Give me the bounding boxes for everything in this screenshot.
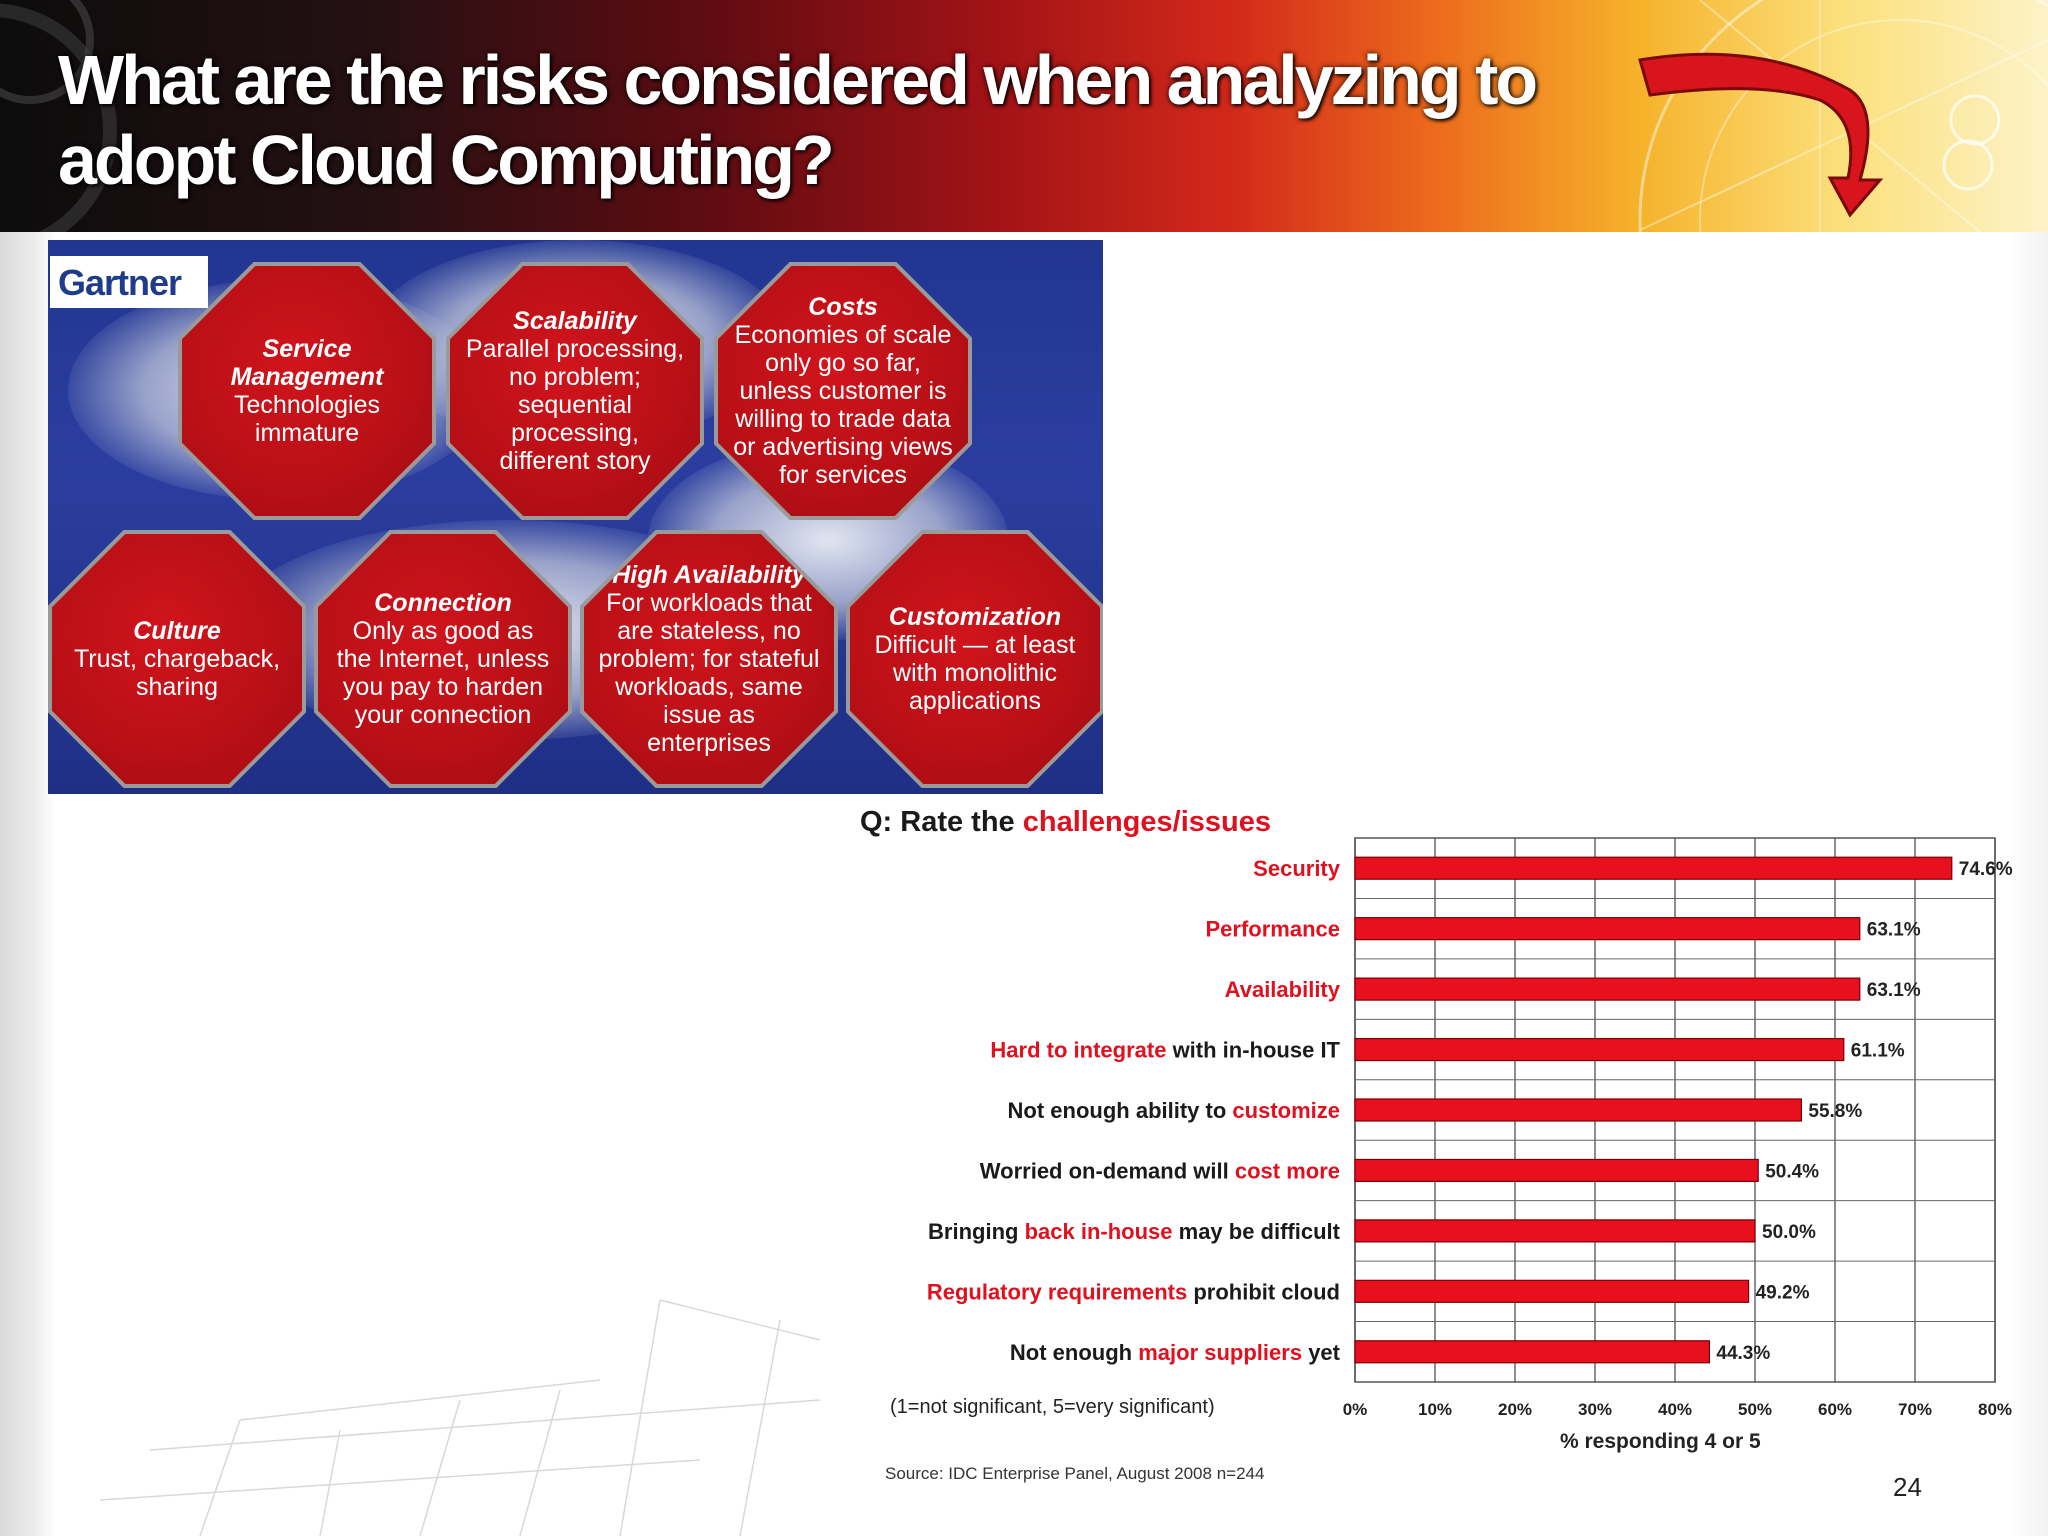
title-banner: What are the risks considered when analy… xyxy=(0,0,2048,232)
chart-x-tick-label: 0% xyxy=(1343,1400,1368,1419)
risk-octagon-culture: Culture Trust, chargeback, sharing xyxy=(48,530,306,788)
risk-heading: Connection xyxy=(374,589,512,617)
chart-bar xyxy=(1354,1158,1759,1183)
chart-bar xyxy=(1354,1340,1710,1364)
chart-value-label: 44.3% xyxy=(1716,1343,1770,1364)
chart-x-axis-label: % responding 4 or 5 xyxy=(1560,1430,1761,1453)
risk-octagon-connection: Connection Only as good as the Internet,… xyxy=(314,530,572,788)
chart-x-tick-label: 30% xyxy=(1578,1400,1612,1419)
chart-question: Q: Rate the challenges/issues xyxy=(860,806,1271,839)
risk-description: Only as good as the Internet, unless you… xyxy=(336,617,550,729)
chart-value-label: 61.1% xyxy=(1851,1041,1905,1062)
chart-bar xyxy=(1354,977,1861,1001)
chart-question-prefix: Q: Rate the xyxy=(860,806,1023,838)
risk-heading: High Availability xyxy=(612,561,806,589)
page-number: 24 xyxy=(1893,1472,1922,1502)
risk-heading: Scalability xyxy=(513,307,637,335)
chart-x-tick-label: 80% xyxy=(1978,1400,2012,1419)
banner-globe-graphic xyxy=(0,0,2048,232)
gartner-logo: Gartner xyxy=(50,256,208,308)
chart-x-tick-label: 70% xyxy=(1898,1400,1932,1419)
chart-category-label: Hard to integrate with in-house IT xyxy=(990,1038,1340,1063)
risk-heading: Culture xyxy=(133,617,221,645)
chart-source: Source: IDC Enterprise Panel, August 200… xyxy=(885,1464,1265,1483)
chart-category-label: Not enough ability to customize xyxy=(1008,1098,1340,1123)
chart-category-label: Worried on-demand will cost more xyxy=(980,1158,1340,1183)
risk-description: Trust, chargeback, sharing xyxy=(73,645,281,701)
chart-x-tick-label: 60% xyxy=(1818,1400,1852,1419)
chart-category-label: Not enough major suppliers yet xyxy=(1010,1340,1341,1365)
chart-category-label: Security xyxy=(1253,856,1341,881)
chart-scale-note: (1=not significant, 5=very significant) xyxy=(890,1396,1215,1418)
risk-heading: Costs xyxy=(808,293,878,321)
chart-bar xyxy=(1354,1098,1802,1122)
risk-description: Economies of scale only go so far, unles… xyxy=(733,321,953,489)
chart-value-label: 50.0% xyxy=(1762,1222,1816,1243)
slide-title: What are the risks considered when analy… xyxy=(58,40,1618,200)
risk-octagon-scalability: Scalability Parallel processing, no prob… xyxy=(446,262,704,520)
chart-value-label: 49.2% xyxy=(1756,1282,1810,1303)
risk-heading: Customization xyxy=(888,603,1062,631)
chart-category-label: Regulatory requirements prohibit cloud xyxy=(927,1279,1340,1304)
risk-description: Difficult — at least with monolithic app… xyxy=(874,631,1076,715)
chart-x-tick-label: 20% xyxy=(1498,1400,1532,1419)
chart-category-label: Bringing back in-house may be difficult xyxy=(928,1219,1341,1244)
right-decor-strip xyxy=(2008,232,2048,1536)
risk-octagon-costs: Costs Economies of scale only go so far,… xyxy=(714,262,972,520)
chart-category-label: Availability xyxy=(1225,977,1341,1002)
risk-description: For workloads that are stateless, no pro… xyxy=(598,589,820,757)
chart-x-tick-label: 50% xyxy=(1738,1400,1772,1419)
chart-bar xyxy=(1354,1219,1756,1243)
chart-bar xyxy=(1354,856,1953,880)
slide-title-line-1: What are the risks considered when analy… xyxy=(58,41,1538,119)
slide-title-line-2: adopt Cloud Computing? xyxy=(58,121,835,199)
chart-category-label: Performance xyxy=(1205,917,1340,942)
chart-x-tick-label: 40% xyxy=(1658,1400,1692,1419)
chart-question-highlight: challenges/issues xyxy=(1022,806,1271,838)
risk-octagon-service-management: Service Management Technologies immature xyxy=(178,262,436,520)
gartner-risks-panel: Gartner Service Management Technologies … xyxy=(48,240,1103,794)
chart-bar xyxy=(1354,1279,1750,1303)
chart-value-label: 63.1% xyxy=(1867,920,1921,941)
risk-description: Technologies immature xyxy=(234,391,380,447)
risk-description: Parallel processing, no problem; sequent… xyxy=(465,335,685,475)
gartner-logo-text: Gartner xyxy=(58,262,182,303)
risk-octagon-high-availability: High Availability For workloads that are… xyxy=(580,530,838,788)
risk-heading: Service Management xyxy=(230,335,384,391)
chart-value-label: 63.1% xyxy=(1867,980,1921,1001)
chart-value-label: 50.4% xyxy=(1765,1161,1819,1182)
chart-value-label: 55.8% xyxy=(1808,1101,1862,1122)
chart-x-tick-label: 10% xyxy=(1418,1400,1452,1419)
chart-bar xyxy=(1354,917,1861,941)
left-decor-strip xyxy=(0,232,56,1536)
background-wireframe xyxy=(99,1299,821,1536)
chart-bar xyxy=(1354,1037,1845,1062)
chart-value-label: 74.6% xyxy=(1959,859,2013,880)
risk-octagon-customization: Customization Difficult — at least with … xyxy=(846,530,1103,788)
